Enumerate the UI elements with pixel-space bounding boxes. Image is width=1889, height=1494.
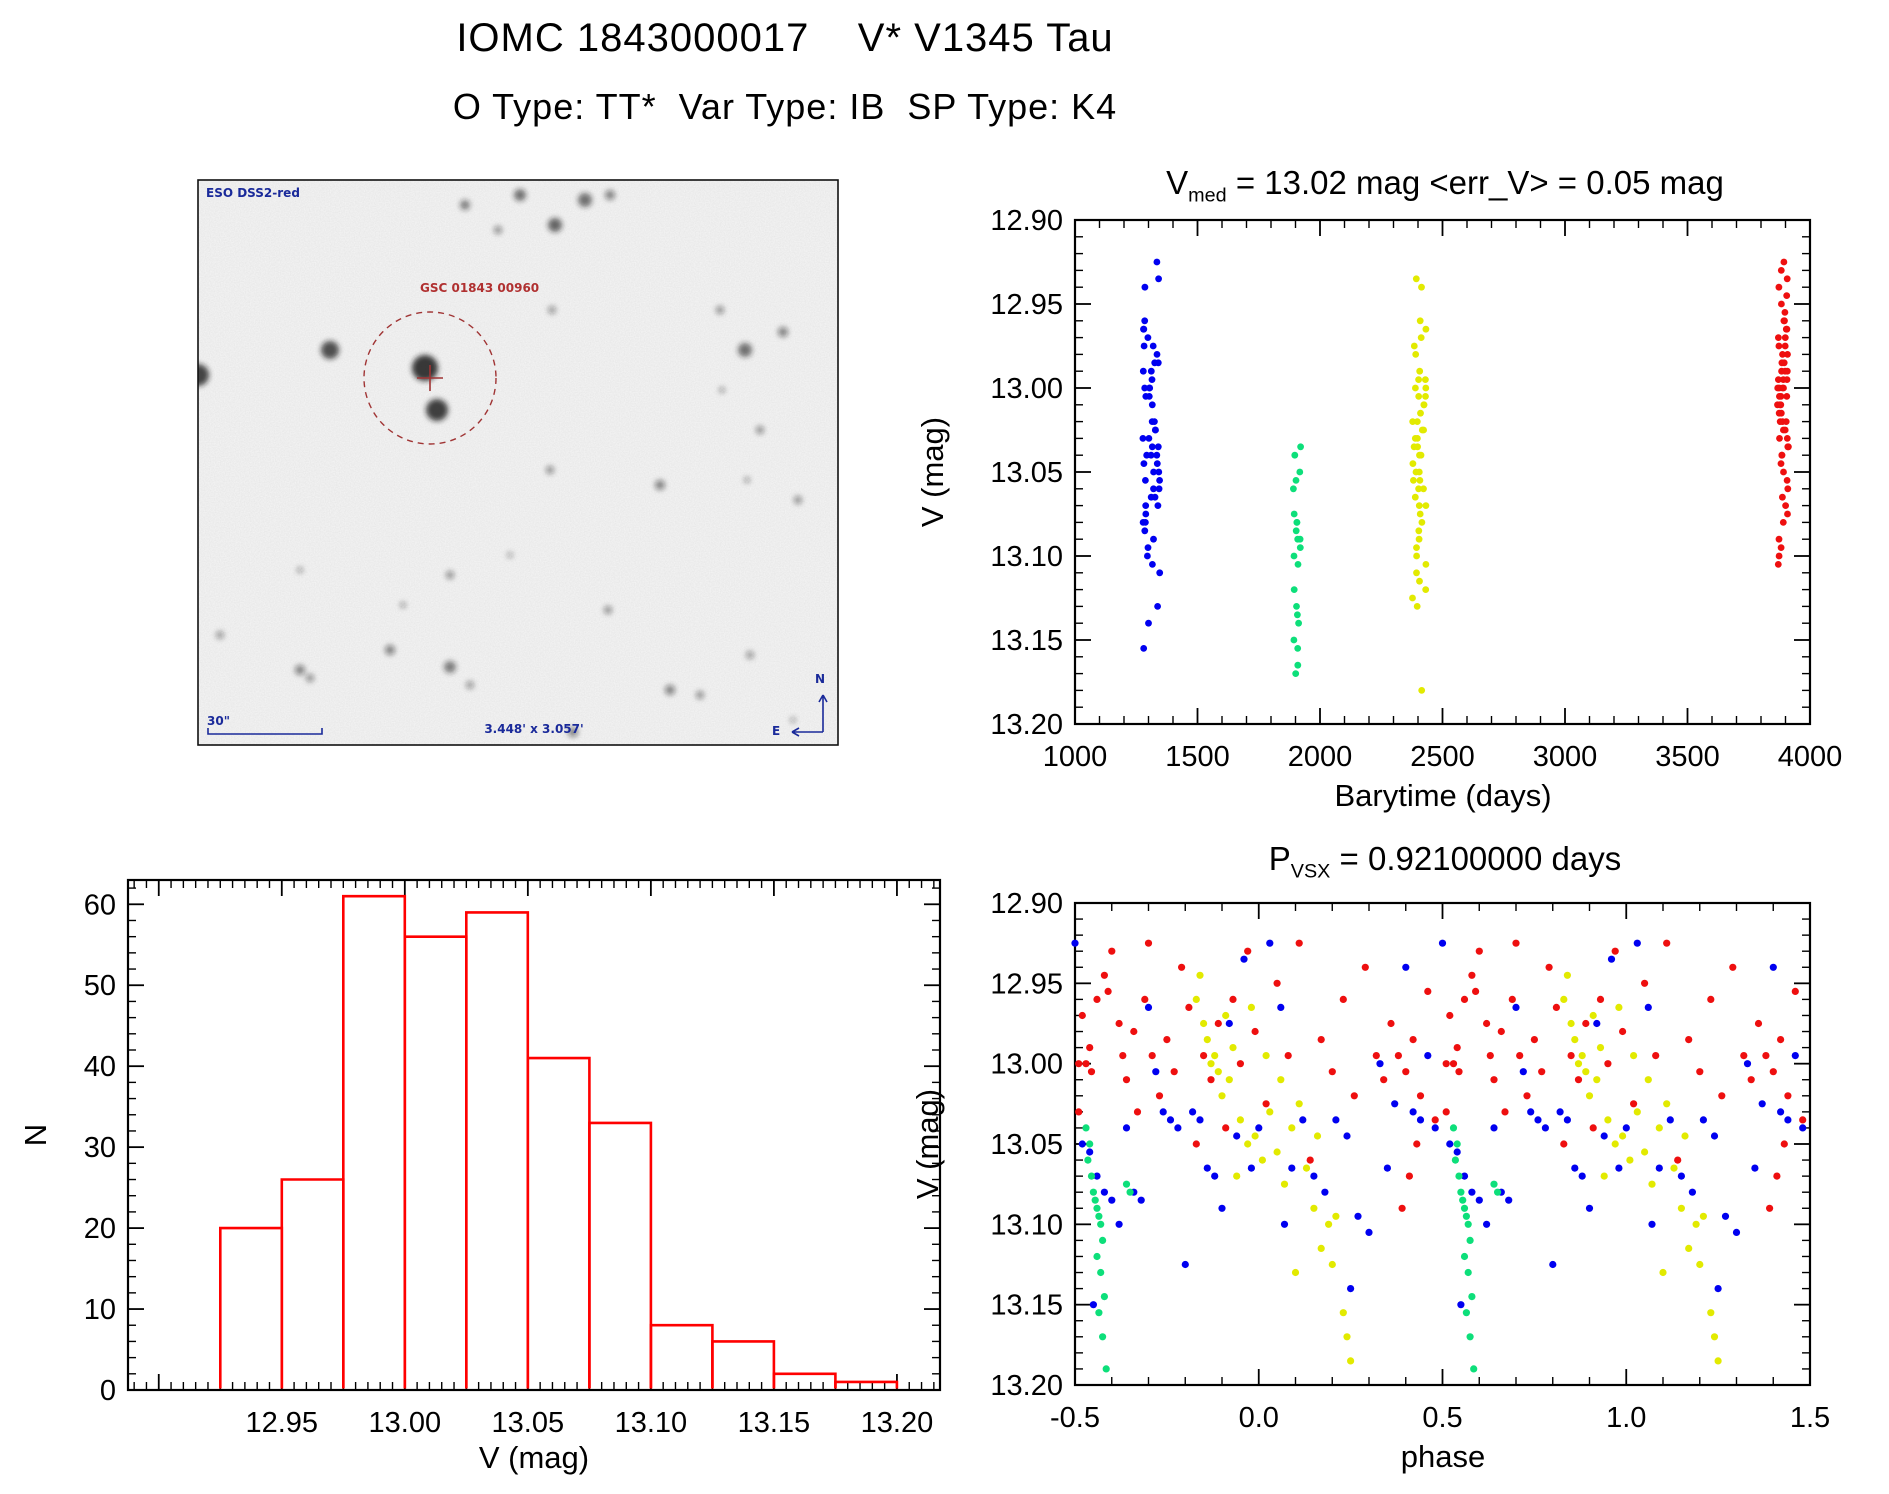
svg-text:2500: 2500 xyxy=(1410,741,1475,773)
svg-text:12.90: 12.90 xyxy=(990,205,1063,237)
target-cross-icon xyxy=(417,365,443,391)
svg-text:12.95: 12.95 xyxy=(990,968,1063,1000)
svg-text:-0.5: -0.5 xyxy=(1050,1402,1100,1434)
svg-text:13.10: 13.10 xyxy=(990,541,1063,573)
gsc-star-label: GSC 01843 00960 xyxy=(420,281,540,295)
finder-noise xyxy=(198,180,838,745)
phase-ylabel: V (mag) xyxy=(910,1089,945,1199)
phase-title-rest: = 0.92100000 days xyxy=(1330,840,1622,877)
barytime-ylabel: V (mag) xyxy=(915,417,950,527)
compass-icon xyxy=(791,694,828,737)
histogram-plot: 12.95 13.00 13.05 13.10 13.15 13.20 0 10 20 30 40 5… xyxy=(18,878,942,1475)
svg-text:0.0: 0.0 xyxy=(1239,1402,1279,1434)
svg-text:13.05: 13.05 xyxy=(492,1407,565,1439)
svg-text:30: 30 xyxy=(84,1132,116,1164)
histogram-bars xyxy=(219,894,899,1389)
fov-size-label: 3.448' x 3.057' xyxy=(484,722,584,736)
phase-plot: -0.5 0.0 0.5 1.0 1.5 12.90 12.95 13.00 13.05 13.1… xyxy=(910,888,1830,1474)
phase-plot-title: PVSX = 0.92100000 days xyxy=(1075,840,1815,884)
svg-text:4000: 4000 xyxy=(1778,741,1843,773)
survey-label: ESO DSS2-red xyxy=(206,186,300,200)
barytime-points xyxy=(1139,258,1792,694)
finder-chart-image xyxy=(197,179,839,746)
svg-text:13.15: 13.15 xyxy=(738,1407,811,1439)
svg-text:40: 40 xyxy=(84,1051,116,1083)
svg-text:1500: 1500 xyxy=(1165,741,1230,773)
phase-title-sub: VSX xyxy=(1290,860,1331,883)
svg-text:12.90: 12.90 xyxy=(990,888,1063,920)
target-circle-icon xyxy=(363,311,497,445)
svg-text:20: 20 xyxy=(84,1213,116,1245)
phase-title-main: P xyxy=(1268,840,1291,877)
finder-frame xyxy=(197,179,839,746)
barytime-title-rest: = 13.02 mag <err_V> = 0.05 mag xyxy=(1226,164,1724,201)
svg-text:13.00: 13.00 xyxy=(990,1049,1063,1081)
scale-bar xyxy=(207,728,323,735)
svg-text:3500: 3500 xyxy=(1655,741,1720,773)
svg-text:1000: 1000 xyxy=(1043,741,1108,773)
compass-east-label: E xyxy=(772,724,781,738)
svg-text:13.20: 13.20 xyxy=(990,709,1063,741)
barytime-xlabel: Barytime (days) xyxy=(1334,778,1551,813)
svg-text:13.10: 13.10 xyxy=(990,1209,1063,1241)
page-subtitle: O Type: TT* Var Type: IB SP Type: K4 xyxy=(452,86,1118,127)
svg-text:0.5: 0.5 xyxy=(1422,1402,1462,1434)
svg-text:1.5: 1.5 xyxy=(1790,1402,1830,1434)
svg-text:50: 50 xyxy=(84,970,116,1002)
svg-text:0: 0 xyxy=(100,1375,116,1407)
finder-image xyxy=(198,180,838,745)
barytime-title-sub: med xyxy=(1188,184,1227,207)
svg-text:13.10: 13.10 xyxy=(615,1407,688,1439)
svg-text:13.20: 13.20 xyxy=(861,1407,934,1439)
svg-text:12.95: 12.95 xyxy=(245,1407,318,1439)
svg-text:10: 10 xyxy=(84,1294,116,1326)
phase-xlabel: phase xyxy=(1401,1439,1485,1474)
barytime-plot-title: Vmed = 13.02 mag <err_V> = 0.05 mag xyxy=(1075,164,1815,208)
svg-text:60: 60 xyxy=(84,889,116,921)
svg-text:3000: 3000 xyxy=(1533,741,1598,773)
svg-text:12.95: 12.95 xyxy=(990,289,1063,321)
finder-stars xyxy=(198,189,802,737)
phase-points xyxy=(1071,939,1807,1373)
svg-text:13.05: 13.05 xyxy=(990,1129,1063,1161)
svg-text:13.15: 13.15 xyxy=(990,1290,1063,1322)
svg-text:13.20: 13.20 xyxy=(990,1370,1063,1402)
compass-north-label: N xyxy=(815,672,826,686)
svg-text:13.05: 13.05 xyxy=(990,457,1063,489)
barytime-title-main: V xyxy=(1166,164,1189,201)
scale-bar-label: 30" xyxy=(207,714,230,728)
page-title: IOMC 1843000017 V* V1345 Tau xyxy=(456,16,1114,60)
barytime-plot: 1000 1500 2000 2500 3000 3500 4000 12.90 12.95 13… xyxy=(915,205,1842,813)
svg-text:1.0: 1.0 xyxy=(1606,1402,1646,1434)
histogram-ylabel: N xyxy=(18,1124,53,1146)
svg-text:2000: 2000 xyxy=(1288,741,1353,773)
svg-text:13.15: 13.15 xyxy=(990,625,1063,657)
svg-text:13.00: 13.00 xyxy=(369,1407,442,1439)
histogram-xlabel: V (mag) xyxy=(479,1440,589,1475)
svg-text:13.00: 13.00 xyxy=(990,373,1063,405)
